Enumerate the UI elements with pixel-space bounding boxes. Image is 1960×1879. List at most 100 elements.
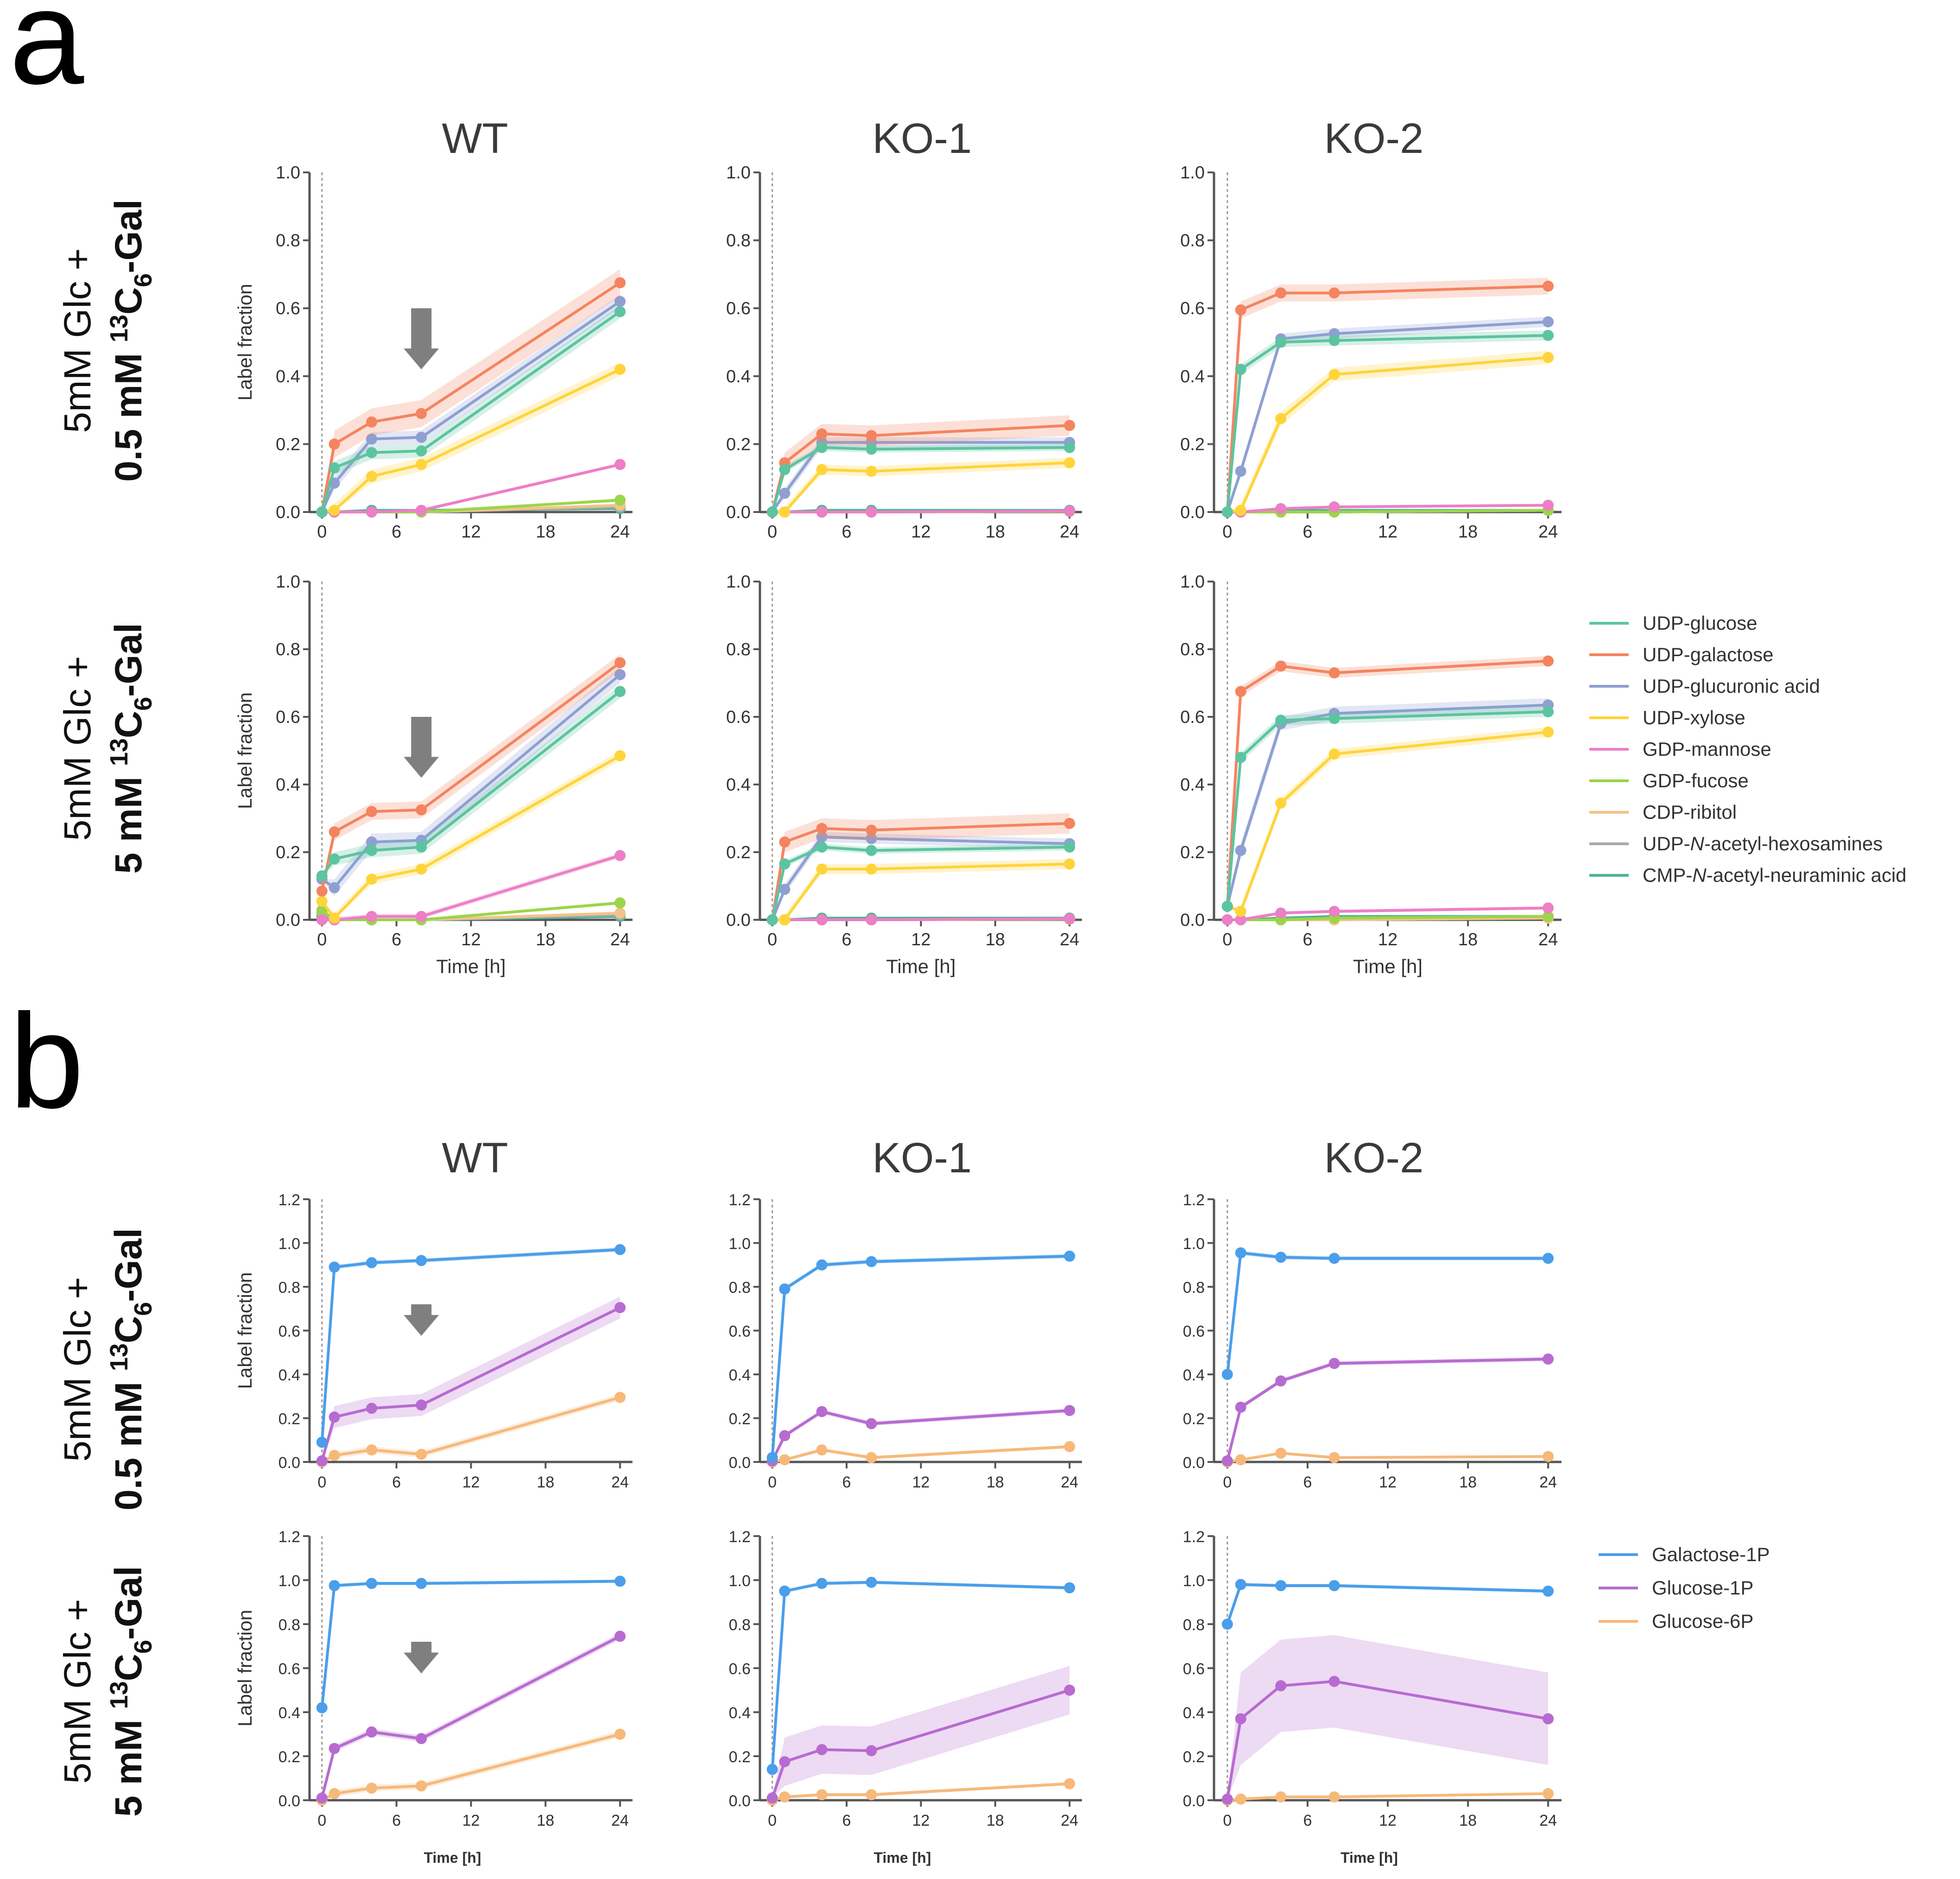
error-band [322,684,620,876]
y-tick-label: 0.4 [726,367,751,386]
y-tick-label: 0.2 [726,435,751,454]
error-band [322,1394,620,1462]
x-tick-label: 18 [986,1812,1004,1829]
charts-layer: 0.0 0.2 0.4 0.6 0.8 1.0 0 6 12 18 24 Label fraction… [234,163,1562,1866]
panel-a-title-wt: WT [442,115,508,162]
x-tick-label: 24 [1060,522,1079,542]
x-tick-label: 12 [1379,1474,1397,1491]
x-tick-label: 6 [392,930,401,949]
annotation-arrow-icon [404,1642,439,1674]
data-point [1543,1585,1554,1597]
data-point [1275,907,1287,919]
data-point [866,443,877,455]
y-axis-label: Label fraction [234,1272,256,1389]
data-point [866,833,877,844]
x-tick-label: 24 [1061,1474,1078,1491]
data-point [329,912,340,924]
y-tick-label: 0.6 [1183,1323,1205,1341]
data-point [329,853,340,865]
x-tick-label: 18 [1459,1474,1477,1491]
data-point [416,804,427,816]
data-point [866,1256,877,1267]
data-point [1221,914,1233,925]
data-point [1235,752,1246,763]
data-point [416,1255,427,1266]
panel-a-row1-label: 5mM Glc + 0.5 mM 13C6-Gal [57,199,157,482]
data-point [614,1244,626,1255]
y-tick-label: 1.0 [1180,572,1205,592]
series-udp-glucose [766,841,1075,925]
data-point [1275,413,1287,424]
x-axis-label: Time [h] [1353,955,1423,977]
series-line [322,463,620,513]
data-point [1328,748,1340,760]
y-tick-label: 1.2 [1183,1191,1205,1209]
data-point [866,430,877,442]
data-point [1543,902,1554,914]
data-point [866,824,877,836]
x-axis-label: Time [h] [886,955,955,977]
data-point [1328,1452,1340,1463]
y-tick-label: 0.4 [276,775,300,795]
series-line [1226,1583,1549,1625]
data-point [614,494,626,506]
panel-a-title-ko1: KO-1 [873,115,972,162]
x-tick-label: 24 [610,930,630,949]
x-tick-label: 24 [1539,1474,1557,1491]
data-point [1064,420,1075,431]
y-tick-label: 0.0 [278,1792,300,1810]
data-point [366,845,378,856]
data-point [614,1302,626,1313]
row-label-line2: 5 mM 13C6-Gal [105,623,157,873]
data-point [366,447,378,458]
y-tick-label: 0.8 [729,1616,751,1634]
y-axis-label: Label fraction [234,284,256,400]
x-tick-label: 18 [986,522,1005,542]
error-band [772,832,1070,920]
data-point [316,885,328,897]
y-tick-label: 0.6 [729,1323,751,1341]
data-point [1543,316,1554,328]
series-galactose-1p [1221,1579,1554,1630]
chart-a-1-0: 0.0 0.2 0.4 0.6 0.8 1.0 0 6 12 18 24 Label fraction… [234,572,632,977]
y-tick-label: 0.0 [276,911,300,930]
data-point [866,1745,877,1757]
data-point [1275,503,1287,514]
data-point [329,1788,340,1799]
legend-label: CDP-ribitol [1643,801,1737,823]
row-label-line1: 5mM Glc + [57,248,99,433]
x-tick-label: 18 [536,522,555,542]
x-tick-label: 18 [1459,1812,1477,1829]
legend-label: Glucose-1P [1652,1577,1753,1599]
data-point [1064,913,1075,924]
data-point [1064,442,1075,453]
data-point [1275,287,1287,299]
data-point [1064,1582,1075,1594]
error-band [322,1731,620,1800]
data-point [779,1283,790,1295]
chart-a-0-1: 0.0 0.2 0.4 0.6 0.8 1.0 0 6 12 18 24 [726,163,1082,542]
x-tick-label: 6 [842,1474,851,1491]
legend-label: UDP-glucuronic acid [1643,675,1820,697]
series-line [1226,659,1549,906]
data-point [1275,797,1287,809]
error-band [772,1254,1070,1458]
x-tick-label: 0 [1223,1812,1232,1829]
data-point [1235,686,1246,697]
data-point [316,506,328,518]
data-point [1328,1676,1340,1687]
data-point [329,1449,340,1461]
y-tick-label: 1.0 [276,572,300,592]
x-tick-label: 0 [1222,930,1232,949]
x-tick-label: 0 [768,1474,777,1491]
data-point [614,907,626,919]
data-point [416,408,427,419]
legend-label: UDP-galactose [1643,644,1773,665]
series-galactose-1p [1221,1247,1554,1380]
y-tick-label: 1.0 [278,1572,300,1590]
data-point [329,1580,340,1591]
data-point [1543,500,1554,511]
data-point [1543,352,1554,363]
y-axis-label: Label fraction [234,692,256,809]
